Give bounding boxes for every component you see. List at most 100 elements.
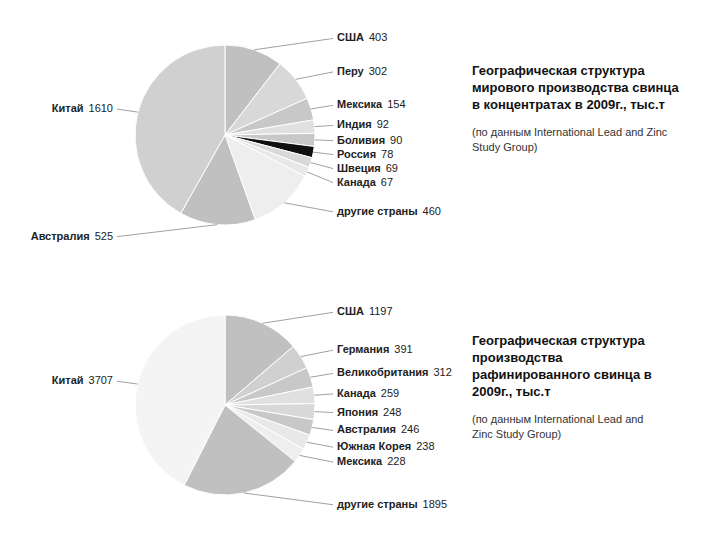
category-label: США	[337, 31, 364, 43]
category-label: Япония	[337, 405, 378, 417]
category-label: Австралия	[31, 230, 90, 242]
leader-line	[312, 427, 333, 430]
leader-line	[117, 109, 138, 112]
data-label: 302	[369, 65, 387, 77]
data-label: 228	[387, 455, 405, 467]
leader-line	[301, 350, 333, 356]
leader-line	[296, 72, 333, 79]
category-label: Россия	[337, 147, 376, 159]
category-label: другие страны	[337, 498, 418, 510]
subtitle: (по данным International Lead and Zinc St…	[472, 126, 668, 153]
leader-line	[314, 394, 333, 395]
text-line: мирового производства свинца	[472, 80, 679, 95]
slice-label: Южная Корея 238	[337, 440, 435, 452]
category-label: Индия	[337, 118, 372, 130]
leader-line	[315, 411, 333, 413]
slice-label: США 403	[337, 31, 387, 43]
pie-chart: США 403 Перу 302 Мексика 154 Индия 92 Боливия 90 Р…	[31, 31, 680, 241]
slices	[135, 45, 315, 225]
data-label: 391	[394, 343, 412, 355]
leader-line	[263, 312, 333, 323]
leader-line	[244, 493, 333, 505]
slice-label: Китай1610	[52, 102, 113, 114]
slice-label: Россия 78	[337, 147, 393, 159]
data-label: 67	[381, 175, 393, 187]
data-label: 246	[401, 423, 419, 435]
category-label: Южная Корея	[337, 440, 411, 452]
text-line: 2009г., тыс.т	[472, 384, 551, 399]
data-label: 460	[423, 205, 441, 217]
category-label: Австралия	[337, 423, 396, 435]
leader-line	[117, 381, 137, 384]
data-label: 403	[369, 31, 387, 43]
slice-label: Австралия 525	[31, 230, 113, 242]
data-label: 312	[434, 366, 452, 378]
data-label: 90	[390, 133, 402, 145]
slices	[135, 315, 315, 495]
subtitle: (по данным International Lead and Zinc St…	[472, 413, 643, 440]
data-label: 248	[383, 405, 401, 417]
data-label: 259	[381, 387, 399, 399]
slice-label: Швеция 69	[337, 161, 398, 173]
text-line: рафинированного свинца в	[472, 367, 652, 382]
category-label: Мексика	[337, 98, 383, 110]
slice	[135, 45, 225, 213]
slice	[225, 387, 315, 405]
data-label: 1895	[423, 498, 447, 510]
slice-label: Китай 3707	[52, 374, 113, 386]
text-line: (по данным International Lead and	[472, 413, 643, 425]
text-line: (по данным International Lead and Zinc	[472, 126, 668, 138]
slice-label: Мексика 154	[337, 98, 406, 110]
slice-label: США 1197	[337, 305, 393, 317]
leader-line	[307, 172, 333, 183]
data-label: 154	[387, 98, 405, 110]
leader-line	[117, 225, 217, 237]
slice-label: Индия 92	[337, 118, 389, 130]
category-label: Китай	[52, 374, 84, 386]
data-label: 78	[381, 147, 393, 159]
labels: США 403 Перу 302 Мексика 154 Индия 92 Боливия 90 Р…	[31, 31, 441, 241]
leader-line	[315, 139, 333, 141]
slice-label: Австралия 246	[337, 423, 419, 435]
slice-label: Великобритания312	[337, 366, 452, 378]
labels: США 1197 Германия 391 Великобритания312 Канад…	[52, 305, 452, 509]
text-line: в концентратах в 2009г., тыс.т	[472, 97, 665, 112]
slice	[225, 120, 315, 135]
text-line: Zinc Study Group)	[472, 428, 561, 440]
text-line: Study Group)	[472, 141, 537, 153]
data-label: 69	[386, 161, 398, 173]
data-label: 238	[416, 440, 434, 452]
category-label: Боливия	[337, 133, 385, 145]
slice-label: Канада 67	[337, 175, 393, 187]
leader-line	[311, 373, 333, 377]
category-label: Швеция	[337, 161, 381, 173]
category-label: США	[337, 305, 364, 317]
category-label: Перу	[337, 65, 365, 77]
leader-line	[311, 163, 333, 169]
slice-label: Канада 259	[337, 387, 399, 399]
slice-label: Перу 302	[337, 65, 387, 77]
text-line: Географическая структура	[472, 63, 645, 78]
data-label: 1197	[369, 305, 393, 317]
slice-label: другие страны460	[337, 205, 441, 217]
text-line: производства	[472, 350, 563, 365]
data-label: 92	[377, 118, 389, 130]
category-label: Канада	[337, 175, 377, 187]
leader-line	[284, 203, 333, 212]
slice-label: другие страны 1895	[337, 498, 447, 510]
slice	[135, 315, 225, 485]
leader-line	[300, 455, 333, 462]
category-label: Китай	[52, 102, 84, 114]
title: Географическая структурапроизводстварафи…	[472, 333, 652, 399]
title: Географическая структура мирового произво…	[472, 63, 679, 112]
data-label: 525	[95, 230, 113, 242]
category-label: Канада	[337, 387, 377, 399]
data-label: 3707	[89, 374, 113, 386]
slice-label: Германия 391	[337, 343, 413, 355]
category-label: Германия	[337, 343, 389, 355]
slice-label: Япония 248	[337, 405, 401, 417]
slice-label: Мексика228	[337, 455, 406, 467]
slice-label: Боливия 90	[337, 133, 402, 145]
pie-chart: США 1197 Германия 391 Великобритания312 Канад…	[52, 305, 652, 509]
leader-line	[315, 125, 333, 126]
